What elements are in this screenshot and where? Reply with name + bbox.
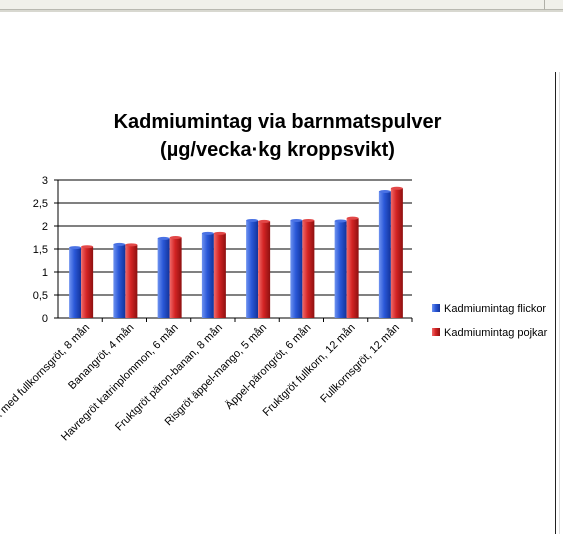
window-top-bar-shadow bbox=[0, 10, 563, 12]
y-tick-label: 2 bbox=[42, 221, 48, 233]
bar-top bbox=[346, 216, 359, 220]
bar-top bbox=[69, 246, 82, 250]
bar-pojkar bbox=[213, 233, 226, 318]
bar-pojkar bbox=[169, 237, 182, 318]
bar-top bbox=[213, 231, 226, 235]
grid-layer bbox=[58, 179, 412, 296]
page-right-border-light bbox=[559, 72, 560, 534]
bar-pojkar bbox=[302, 220, 315, 318]
y-tick-label: 3 bbox=[42, 175, 48, 187]
bar-top bbox=[201, 231, 214, 235]
bar-top bbox=[81, 245, 94, 249]
bar-pojkar bbox=[390, 188, 403, 318]
chart-title: Kadmiumintag via barnmatspulver bbox=[113, 111, 442, 133]
legend-swatch bbox=[432, 304, 440, 312]
bar-top bbox=[169, 236, 182, 239]
bar-flickor bbox=[69, 247, 82, 318]
bar-layer bbox=[69, 186, 403, 318]
x-category-label: Fullkornsgröt, 12 mån bbox=[318, 322, 402, 406]
bar-flickor bbox=[113, 244, 126, 318]
legend-label: Kadmiumintag flickor bbox=[444, 303, 546, 315]
bar-top bbox=[378, 190, 391, 193]
legend-swatch bbox=[432, 328, 440, 336]
bar-pojkar bbox=[258, 221, 271, 318]
bar-flickor bbox=[290, 220, 303, 318]
bar-top bbox=[113, 242, 126, 246]
bar-pojkar bbox=[125, 244, 138, 318]
bar-top bbox=[334, 219, 347, 223]
chart-title-block: Kadmiumintag via barnmatspulver (µg/veck… bbox=[0, 108, 555, 164]
bar-flickor bbox=[246, 220, 259, 318]
window-top-bar bbox=[0, 0, 563, 10]
bar-top bbox=[125, 243, 138, 247]
bar-top bbox=[290, 218, 303, 222]
bar-pojkar bbox=[81, 246, 94, 318]
bar-flickor bbox=[378, 191, 391, 318]
x-category-label: Fruktgröt fullkorn, 12 mån bbox=[261, 322, 358, 419]
x-category-label: Äppel-pärongröt, 6 mån bbox=[223, 322, 313, 412]
bar-flickor bbox=[201, 233, 214, 318]
y-tick-label: 2,5 bbox=[33, 198, 48, 210]
page-right-border bbox=[555, 72, 556, 534]
y-tick-label: 0 bbox=[42, 313, 48, 325]
chart-subtitle: (µg/vecka·kg kroppsvikt) bbox=[160, 139, 395, 161]
bar-top bbox=[302, 218, 315, 222]
bar-top bbox=[246, 218, 259, 222]
legend-layer: Kadmiumintag flickor Kadmiumintag pojkar bbox=[432, 303, 548, 339]
window-top-divider bbox=[544, 0, 545, 10]
bar-pojkar bbox=[346, 218, 359, 318]
y-tick-label: 0,5 bbox=[33, 290, 48, 302]
bar-top bbox=[390, 186, 403, 190]
bar-top bbox=[258, 219, 271, 223]
y-tick-label: 1,5 bbox=[33, 244, 48, 256]
bar-flickor bbox=[334, 220, 347, 318]
bar-top bbox=[157, 236, 170, 240]
legend-label: Kadmiumintag pojkar bbox=[444, 327, 548, 339]
y-tick-label: 1 bbox=[42, 267, 48, 279]
bar-flickor bbox=[157, 238, 170, 318]
